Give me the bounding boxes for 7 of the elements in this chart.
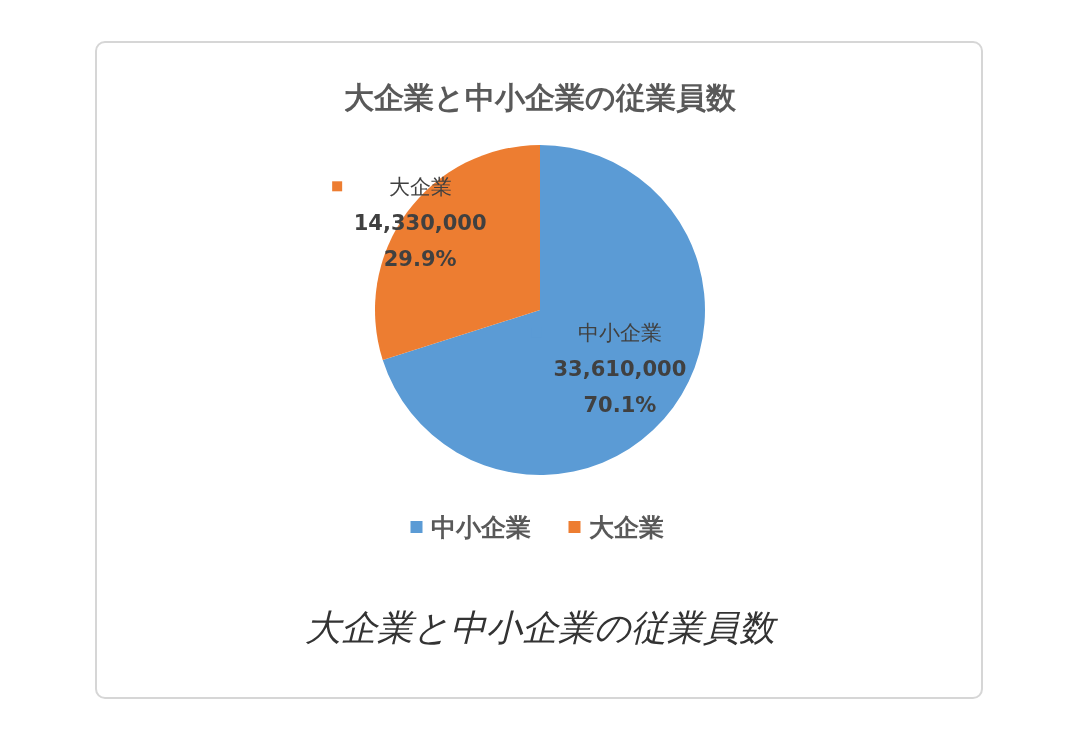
- chart-title: 大企業と中小企業の従業員数: [344, 80, 737, 115]
- legend-label: 中小企業: [430, 513, 531, 542]
- slice-label: 中小企業: [577, 321, 662, 346]
- text: 大企業と中小企業の従業員数: [305, 607, 779, 648]
- category-label: 大企業: [588, 513, 664, 542]
- data-label: 33,610,000 70.1%: [553, 357, 687, 418]
- legend-label: 大企業: [388, 175, 452, 200]
